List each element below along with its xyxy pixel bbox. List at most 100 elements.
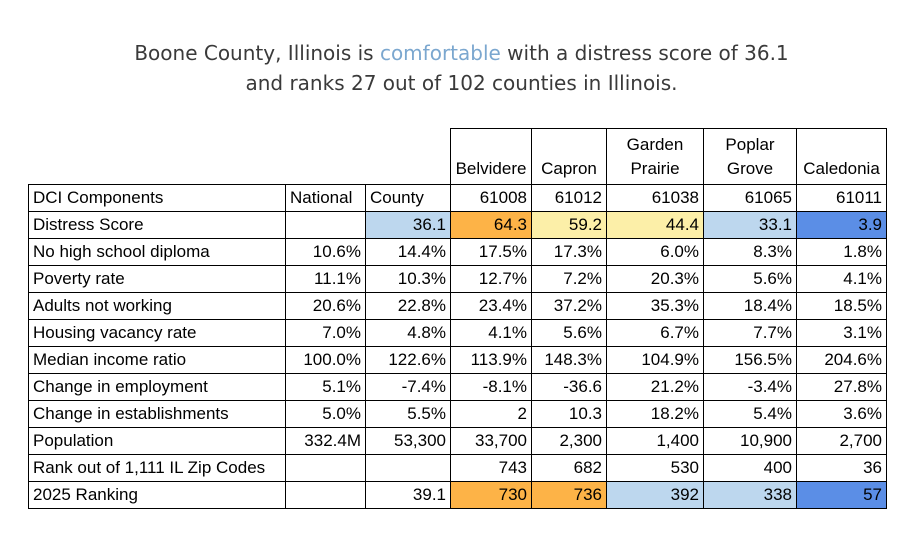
row-label: 2025 Ranking bbox=[28, 481, 286, 509]
zip-code: 61038 bbox=[606, 184, 704, 212]
zip-value: 148.3% bbox=[531, 346, 607, 374]
table-row: Housing vacancy rate 7.0% 4.8% 4.1% 5.6% 6.7%… bbox=[28, 319, 887, 347]
col-header-components: DCI Components bbox=[28, 184, 286, 212]
table-row: Rank out of 1,111 IL Zip Codes 743 682 530 4… bbox=[28, 454, 887, 482]
zip-value: 392 bbox=[606, 481, 704, 509]
zip-value: 3.9 bbox=[796, 211, 887, 239]
zip-value: 338 bbox=[703, 481, 797, 509]
zip-value: 8.3% bbox=[703, 238, 797, 266]
col-header-county: County bbox=[365, 184, 451, 212]
zip-value: 4.1% bbox=[796, 265, 887, 293]
national-value bbox=[285, 211, 366, 239]
zip-value: 400 bbox=[703, 454, 797, 482]
row-label: Housing vacancy rate bbox=[28, 319, 286, 347]
zip-value: 5.6% bbox=[703, 265, 797, 293]
zip-value: 23.4% bbox=[450, 292, 532, 320]
row-label: Adults not working bbox=[28, 292, 286, 320]
zip-name-caledonia: Caledonia bbox=[796, 128, 887, 185]
dci-table: Belvidere Capron Garden Prairie Poplar Gro… bbox=[28, 128, 887, 509]
county-value: 14.4% bbox=[365, 238, 451, 266]
zip-value: 1,400 bbox=[606, 427, 704, 455]
zip-value: 5.6% bbox=[531, 319, 607, 347]
zip-value: 6.7% bbox=[606, 319, 704, 347]
zip-value: 7.7% bbox=[703, 319, 797, 347]
zip-value: 12.7% bbox=[450, 265, 532, 293]
zip-value: 18.4% bbox=[703, 292, 797, 320]
zip-code: 61012 bbox=[531, 184, 607, 212]
row-label: Population bbox=[28, 427, 286, 455]
zip-value: 2 bbox=[450, 400, 532, 428]
row-label: Poverty rate bbox=[28, 265, 286, 293]
county-value: 53,300 bbox=[365, 427, 451, 455]
row-label: No high school diploma bbox=[28, 238, 286, 266]
row-label: Change in employment bbox=[28, 373, 286, 401]
table-row: No high school diploma 10.6% 14.4% 17.5% 17.… bbox=[28, 238, 887, 266]
row-label: Distress Score bbox=[28, 211, 286, 239]
col-header-national: National bbox=[285, 184, 366, 212]
table-row: Distress Score 36.1 64.3 59.2 44.4 33.1 3.9 bbox=[28, 211, 887, 239]
row-label: Median income ratio bbox=[28, 346, 286, 374]
zip-value: 5.4% bbox=[703, 400, 797, 428]
zip-value: 10,900 bbox=[703, 427, 797, 455]
table-row: Change in establishments 5.0% 5.5% 2 10.3 18.… bbox=[28, 400, 887, 428]
zip-value: 10.3 bbox=[531, 400, 607, 428]
row-label: Rank out of 1,111 IL Zip Codes bbox=[28, 454, 286, 482]
zip-name-garden-prairie: Garden Prairie bbox=[606, 128, 704, 185]
zip-value: 7.2% bbox=[531, 265, 607, 293]
table-row: Change in employment 5.1% -7.4% -8.1% -36.6 2… bbox=[28, 373, 887, 401]
zip-value: 37.2% bbox=[531, 292, 607, 320]
headline-line-1: Boone County, Illinois is comfortable wi… bbox=[0, 38, 923, 68]
national-value: 5.1% bbox=[285, 373, 366, 401]
national-value: 11.1% bbox=[285, 265, 366, 293]
zip-value: 44.4 bbox=[606, 211, 704, 239]
national-value: 5.0% bbox=[285, 400, 366, 428]
zip-value: 17.3% bbox=[531, 238, 607, 266]
row-label: Change in establishments bbox=[28, 400, 286, 428]
header-blank-label bbox=[29, 129, 286, 185]
zip-value: 2,700 bbox=[796, 427, 887, 455]
county-value: 10.3% bbox=[365, 265, 451, 293]
zip-value: 730 bbox=[450, 481, 532, 509]
header-blank-national bbox=[286, 129, 366, 185]
header-blank-county bbox=[366, 129, 451, 185]
zip-value: 2,300 bbox=[531, 427, 607, 455]
headline-line-2: and ranks 27 out of 102 counties in Illi… bbox=[245, 71, 678, 95]
zip-value: 33.1 bbox=[703, 211, 797, 239]
zip-value: 743 bbox=[450, 454, 532, 482]
zip-code: 61065 bbox=[703, 184, 797, 212]
zip-value: 3.1% bbox=[796, 319, 887, 347]
national-value bbox=[285, 454, 366, 482]
zip-value: 682 bbox=[531, 454, 607, 482]
table-row: Median income ratio 100.0% 122.6% 113.9% 148… bbox=[28, 346, 887, 374]
zip-value: -3.4% bbox=[703, 373, 797, 401]
zip-value: -8.1% bbox=[450, 373, 532, 401]
zip-value: 3.6% bbox=[796, 400, 887, 428]
county-value: 22.8% bbox=[365, 292, 451, 320]
zip-value: 17.5% bbox=[450, 238, 532, 266]
zip-name-row: Belvidere Capron Garden Prairie Poplar Gro… bbox=[29, 128, 887, 185]
table-row: Adults not working 20.6% 22.8% 23.4% 37.2% 35… bbox=[28, 292, 887, 320]
status-word: comfortable bbox=[379, 41, 501, 65]
national-value: 7.0% bbox=[285, 319, 366, 347]
zip-name-poplar-grove: Poplar Grove bbox=[703, 128, 797, 185]
county-value bbox=[365, 454, 451, 482]
zip-value: 35.3% bbox=[606, 292, 704, 320]
zip-value: 59.2 bbox=[531, 211, 607, 239]
zip-value: 18.5% bbox=[796, 292, 887, 320]
zip-value: 64.3 bbox=[450, 211, 532, 239]
zip-value: 36 bbox=[796, 454, 887, 482]
zip-value: 4.1% bbox=[450, 319, 532, 347]
zip-value: 33,700 bbox=[450, 427, 532, 455]
county-value: 36.1 bbox=[365, 211, 451, 239]
zip-value: 21.2% bbox=[606, 373, 704, 401]
headline-suffix: with a distress score of 36.1 bbox=[500, 41, 789, 65]
zip-value: 113.9% bbox=[450, 346, 532, 374]
national-value: 10.6% bbox=[285, 238, 366, 266]
county-value: 122.6% bbox=[365, 346, 451, 374]
county-value: -7.4% bbox=[365, 373, 451, 401]
zip-value: 204.6% bbox=[796, 346, 887, 374]
national-value: 100.0% bbox=[285, 346, 366, 374]
zip-value: 736 bbox=[531, 481, 607, 509]
table-row: Poverty rate 11.1% 10.3% 12.7% 7.2% 20.3% 5.6%… bbox=[28, 265, 887, 293]
zip-value: 104.9% bbox=[606, 346, 704, 374]
